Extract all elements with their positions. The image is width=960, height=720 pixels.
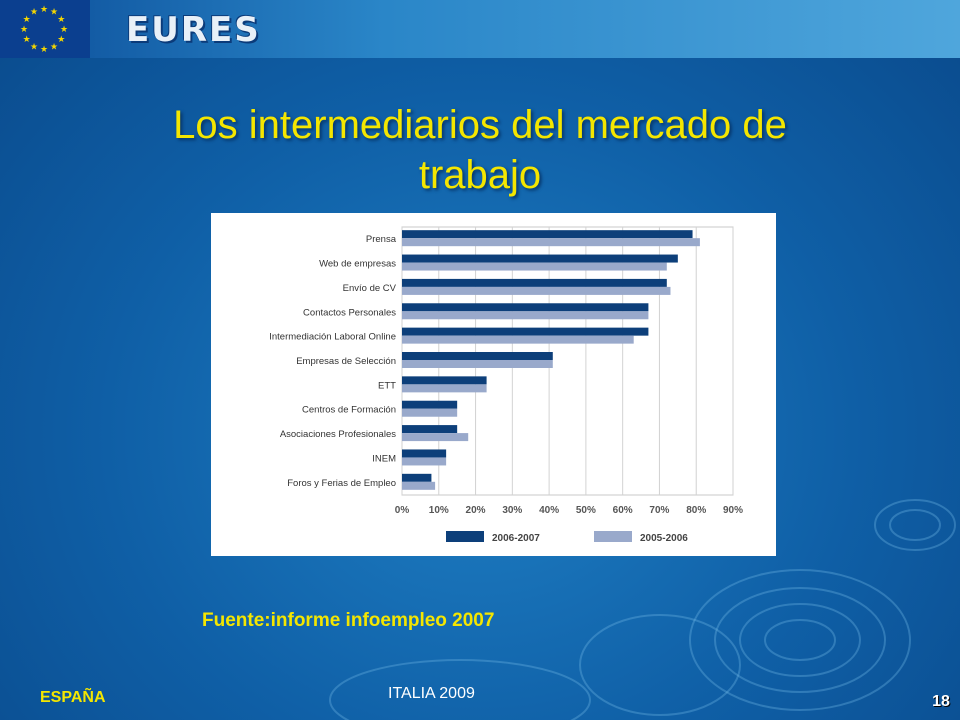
header-bar: ★ ★ ★ ★ ★ ★ ★ ★ ★ ★ ★ ★ EURES (0, 0, 960, 58)
eu-star-icon: ★ (23, 35, 31, 45)
x-tick-label: 30% (502, 505, 522, 516)
bar (402, 360, 553, 368)
category-label: Contactos Personales (303, 307, 396, 318)
eu-star-icon: ★ (23, 15, 31, 25)
category-label: Web de empresas (319, 259, 396, 270)
x-tick-label: 80% (686, 505, 706, 516)
eu-flag: ★ ★ ★ ★ ★ ★ ★ ★ ★ ★ ★ ★ (0, 0, 90, 58)
bar (402, 425, 458, 434)
bar (402, 400, 458, 409)
bar (402, 303, 649, 312)
category-label: ETT (378, 380, 396, 391)
footer-event: ITALIA 2009 (388, 685, 475, 702)
x-tick-label: 90% (723, 505, 743, 516)
eu-star-icon: ★ (40, 45, 48, 55)
legend-label: 2006-2007 (492, 533, 540, 544)
bar (402, 473, 432, 482)
bar (402, 449, 447, 458)
bar (402, 376, 487, 385)
category-label: Asociaciones Profesionales (280, 429, 396, 440)
x-tick-label: 0% (395, 505, 410, 516)
bar (402, 262, 667, 271)
bar (402, 457, 447, 466)
category-label: INEM (372, 453, 396, 464)
eu-star-icon: ★ (50, 8, 58, 18)
category-label: Envío de CV (343, 283, 397, 294)
footer-country: ESPAÑA (40, 689, 106, 706)
x-tick-label: 20% (466, 505, 486, 516)
x-tick-label: 40% (539, 505, 559, 516)
slide-title: Los intermediarios del mercado de trabaj… (100, 100, 860, 200)
source-note: Fuente:informe infoempleo 2007 (202, 610, 495, 631)
eu-star-icon: ★ (40, 5, 48, 15)
legend-swatch (594, 531, 632, 542)
category-label: Prensa (366, 234, 397, 245)
bar (402, 384, 487, 393)
bar (402, 352, 553, 360)
bar-chart: 0% 10% 20% 30% 40% 50% 60% 70% 80% 90% Prensa Web d… (269, 226, 743, 544)
category-label: Foros y Ferias de Empleo (287, 478, 396, 489)
slide-title-line1: Los intermediarios del mercado de (173, 103, 787, 147)
eu-star-icon: ★ (20, 25, 28, 35)
eures-logo: EURES (126, 10, 261, 50)
bar (402, 286, 671, 295)
eu-star-icon: ★ (57, 35, 65, 45)
eu-star-icon: ★ (30, 8, 38, 18)
bar (402, 238, 700, 247)
eu-star-icon: ★ (50, 42, 58, 52)
category-label: Intermediación Laboral Online (269, 332, 396, 343)
legend-swatch (446, 531, 484, 542)
bar (402, 327, 649, 336)
x-tick-label: 50% (576, 505, 596, 516)
bar (402, 481, 436, 490)
bar (402, 335, 634, 344)
bar (402, 278, 667, 287)
legend-label: 2005-2006 (640, 533, 688, 544)
eu-star-icon: ★ (60, 25, 68, 35)
category-label: Centros de Formación (302, 405, 396, 416)
bar (402, 311, 649, 320)
x-tick-label: 60% (613, 505, 633, 516)
bar (402, 254, 678, 263)
slide-title-line2: trabajo (418, 153, 542, 197)
chart-panel: 0% 10% 20% 30% 40% 50% 60% 70% 80% 90% Prensa Web d… (211, 213, 776, 556)
eu-stars-icon: ★★★★★★★★★ ★ ★★ (20, 5, 68, 55)
bar (402, 433, 469, 442)
x-tick-label: 70% (649, 505, 669, 516)
bar (402, 408, 458, 417)
bar (402, 230, 693, 239)
category-label: Empresas de Selección (296, 356, 396, 367)
eu-star-icon: ★ (30, 42, 38, 52)
page-number: 18 (932, 693, 950, 710)
x-tick-label: 10% (429, 505, 449, 516)
eu-star-icon: ★ (57, 15, 65, 25)
